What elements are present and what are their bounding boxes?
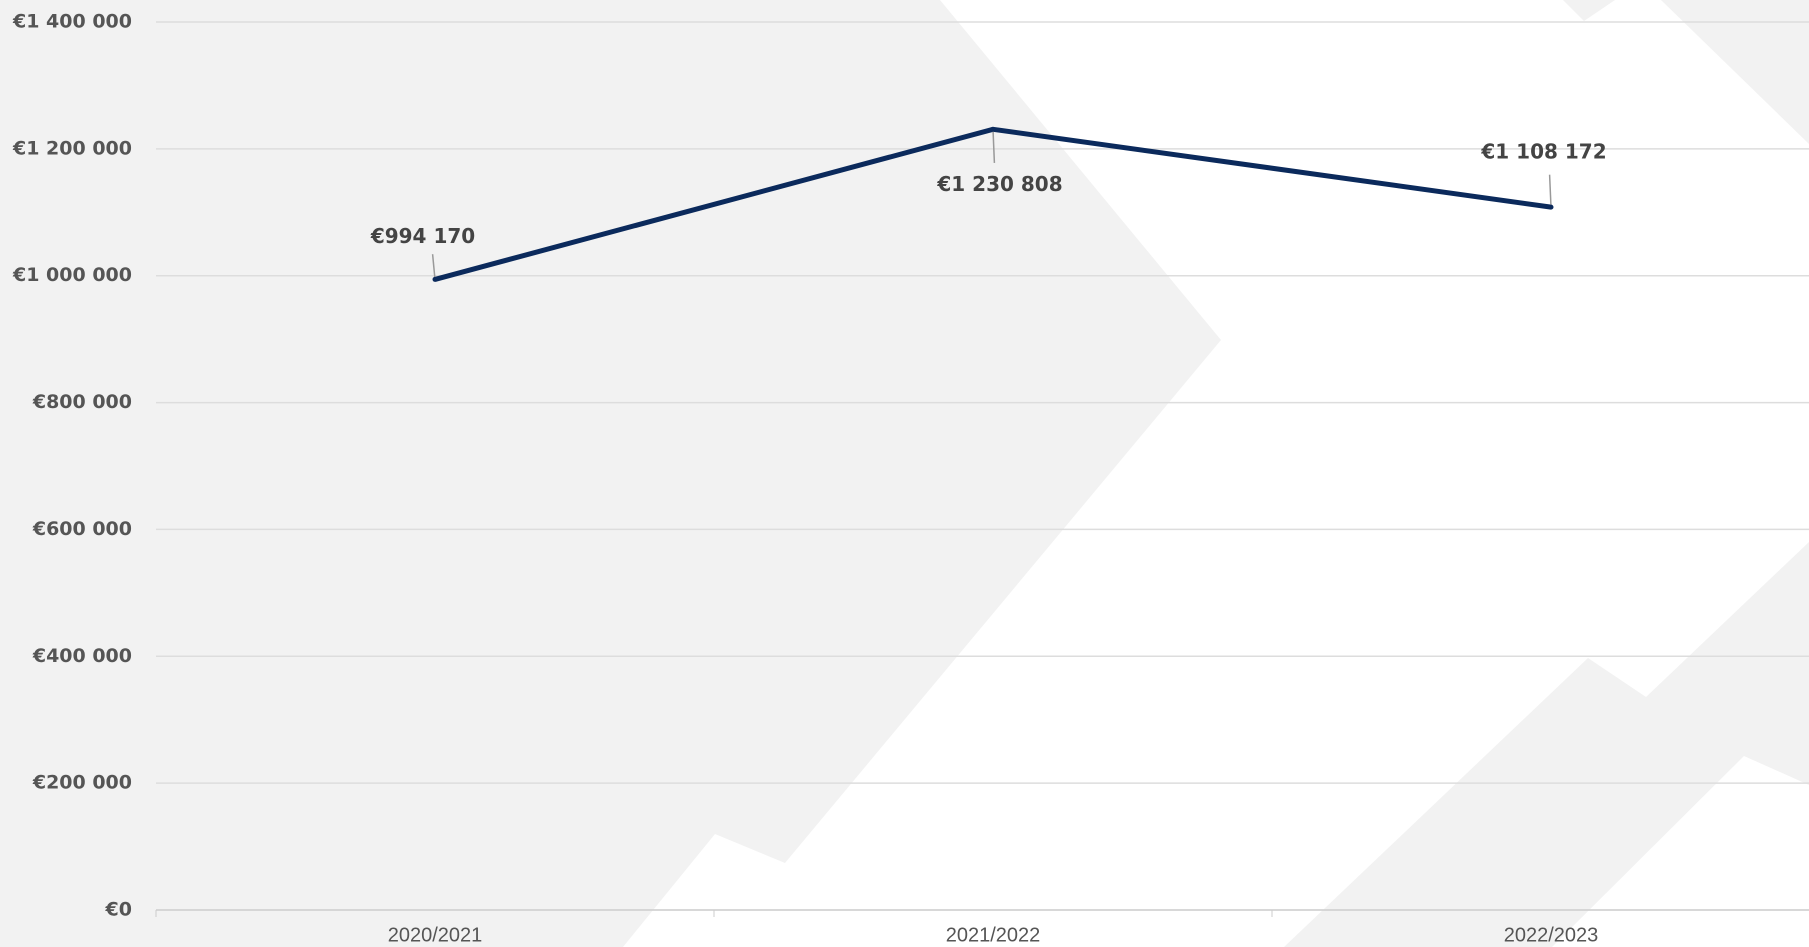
y-tick-label: €1 200 000: [12, 137, 132, 159]
data-label: €1 230 808: [936, 172, 1062, 196]
page: €0 €200 000 €400 000 €600 000 €800 000 €1 000…: [0, 0, 1809, 947]
y-tick-label: €200 000: [32, 772, 132, 794]
y-tick-label: €1 000 000: [12, 264, 132, 286]
background-shape: [0, 0, 1221, 947]
leader-line: [1550, 175, 1551, 207]
x-tick-label: 2022/2023: [1504, 924, 1599, 946]
y-tick-label: €800 000: [32, 391, 132, 413]
point: [991, 127, 996, 132]
data-label: €1 108 172: [1480, 140, 1606, 164]
data-label: €994 170: [370, 224, 475, 248]
background-shape: [1563, 0, 1615, 21]
point: [1549, 205, 1554, 210]
y-tick-label: €0: [105, 899, 132, 921]
x-tick-label: 2021/2022: [946, 924, 1041, 946]
point: [433, 277, 438, 282]
y-tick-label: €600 000: [32, 518, 132, 540]
background-shape: [1284, 542, 1809, 947]
y-tick-label: €1 400 000: [12, 11, 132, 33]
chart: €0 €200 000 €400 000 €600 000 €800 000 €1 000…: [0, 0, 1809, 947]
x-tick-label: 2020/2021: [388, 924, 483, 946]
y-tick-label: €400 000: [32, 645, 132, 667]
